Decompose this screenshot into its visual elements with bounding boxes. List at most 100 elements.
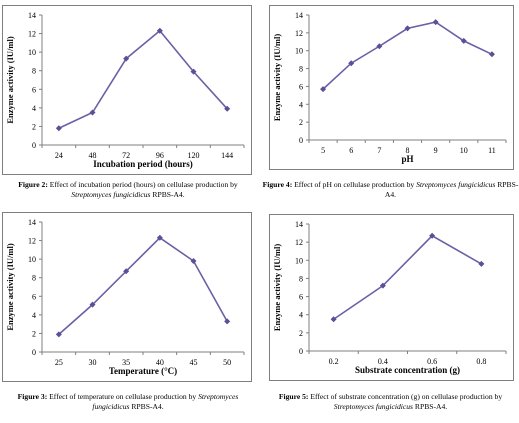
x-axis-title: Incubation period (hours) <box>93 159 193 169</box>
x-tick-label: 72 <box>122 151 130 160</box>
data-point <box>156 27 163 34</box>
x-tick-label: 6 <box>349 146 353 155</box>
x-tick-label: 8 <box>406 146 410 155</box>
y-tick-label: 6 <box>299 82 303 91</box>
x-tick-label: 24 <box>55 151 63 160</box>
data-point <box>224 318 231 325</box>
data-point <box>55 125 62 132</box>
y-axis-title: Enzyme activity (IU/ml) <box>272 244 282 332</box>
y-tick-label: 10 <box>28 255 36 264</box>
x-tick-label: 0.8 <box>476 357 486 366</box>
data-point <box>89 301 96 308</box>
chart-frame <box>2 5 252 175</box>
data-point <box>320 86 327 93</box>
y-tick-label: 12 <box>28 237 36 246</box>
x-tick-label: 25 <box>55 358 63 367</box>
x-tick-label: 120 <box>188 151 200 160</box>
y-axis-title: Enzyme activity (IU/ml) <box>272 34 282 122</box>
caption-species: Streptomyces fungicidicus <box>92 392 239 411</box>
chart-temperature: 0 2 4 6 8 10 12 14 25 30 35 40 45 50 Temperature (°C) E… <box>2 212 252 382</box>
x-tick-label: 0.2 <box>329 357 339 366</box>
data-point <box>379 282 386 289</box>
y-tick-label: 14 <box>295 220 303 229</box>
x-tick-label: 10 <box>460 146 468 155</box>
y-tick-label: 4 <box>299 100 303 109</box>
caption-strain: RPBS-A4. <box>384 180 519 199</box>
data-point <box>156 234 163 241</box>
x-axis-title: Temperature (°C) <box>109 366 177 376</box>
caption-strain: RPBS-A4. <box>150 190 185 199</box>
series-line <box>58 29 228 130</box>
y-tick-label: 12 <box>28 30 36 39</box>
figure-4-caption: Figure 4: Effect of pH on cellulase prod… <box>262 180 519 200</box>
y-tick-label: 14 <box>28 218 36 227</box>
y-tick-label: 0 <box>299 136 303 145</box>
y-tick-label: 2 <box>32 122 36 131</box>
y-tick-label: 10 <box>295 256 303 265</box>
chart-substrate-concentration: 0 2 4 6 8 10 12 14 0.2 0.4 0.6 0.8 Substrate concent… <box>269 214 514 381</box>
chart-ph: 0 2 4 6 8 10 12 14 5 6 7 8 9 10 11 pH Enzyme activity (I… <box>269 5 514 170</box>
y-axis-title: Enzyme activity (IU/ml) <box>5 243 15 331</box>
y-tick-label: 0 <box>32 141 36 150</box>
chart-frame <box>269 214 514 381</box>
x-tick-label: 96 <box>156 151 164 160</box>
y-tick-label: 0 <box>32 348 36 357</box>
y-tick-label: 12 <box>295 29 303 38</box>
y-axis-title: Enzyme activity (IU/ml) <box>5 36 15 124</box>
figure-5-caption: Figure 5: Effect of substrate concentrat… <box>262 392 519 412</box>
x-tick-label: 7 <box>377 146 381 155</box>
x-tick-label: 0.6 <box>427 357 437 366</box>
caption-text: Effect of temperature on cellulase produ… <box>47 392 199 401</box>
x-tick-label: 40 <box>156 358 164 367</box>
caption-strain: RPBS-A4. <box>129 402 164 411</box>
x-tick-label: 30 <box>89 358 97 367</box>
data-point <box>190 68 197 75</box>
data-point <box>429 232 436 239</box>
x-axis-title: pH <box>401 154 413 164</box>
y-tick-label: 10 <box>295 47 303 56</box>
y-tick-label: 2 <box>32 329 36 338</box>
data-point <box>348 60 355 67</box>
caption-species: Streptomyces fungicidicus <box>71 190 151 199</box>
data-point <box>55 331 62 338</box>
y-tick-label: 6 <box>299 293 303 302</box>
y-tick-label: 8 <box>299 65 303 74</box>
y-tick-label: 4 <box>32 104 36 113</box>
y-tick-label: 8 <box>299 274 303 283</box>
data-point <box>330 316 337 323</box>
data-point <box>432 19 439 26</box>
y-tick-label: 8 <box>32 67 36 76</box>
x-tick-label: 45 <box>190 358 198 367</box>
data-point <box>89 109 96 116</box>
data-point <box>460 37 467 44</box>
data-point <box>224 105 231 112</box>
x-tick-label: 9 <box>434 146 438 155</box>
data-point <box>190 258 197 264</box>
y-tick-label: 2 <box>299 118 303 127</box>
x-tick-label: 11 <box>488 146 496 155</box>
caption-species: Streptomyces fungicidicus <box>333 402 414 411</box>
caption-label: Figure 4: <box>262 180 293 189</box>
caption-text: Effect of substrate concentration (g) on… <box>308 392 503 401</box>
series-line <box>58 236 228 335</box>
y-tick-label: 8 <box>32 274 36 283</box>
x-tick-label: 50 <box>223 358 231 367</box>
chart-frame <box>269 5 514 170</box>
caption-label: Figure 3: <box>17 392 48 401</box>
data-point <box>376 43 383 50</box>
y-tick-label: 4 <box>299 311 303 320</box>
caption-strain: RPBS-A4. <box>413 402 448 411</box>
y-tick-label: 4 <box>32 311 36 320</box>
y-tick-label: 10 <box>28 48 36 57</box>
caption-text: Effect of incubation period (hours) on c… <box>47 180 238 189</box>
caption-text: Effect of pH on cellulase production by <box>292 180 417 189</box>
series-line <box>333 234 482 320</box>
data-point <box>123 268 130 275</box>
caption-label: Figure 5: <box>278 392 309 401</box>
y-tick-label: 6 <box>32 292 36 301</box>
x-tick-label: 35 <box>122 358 130 367</box>
x-tick-label: 144 <box>221 151 233 160</box>
caption-species: Streptomyces fungicidicus <box>416 180 496 189</box>
y-tick-label: 12 <box>295 238 303 247</box>
